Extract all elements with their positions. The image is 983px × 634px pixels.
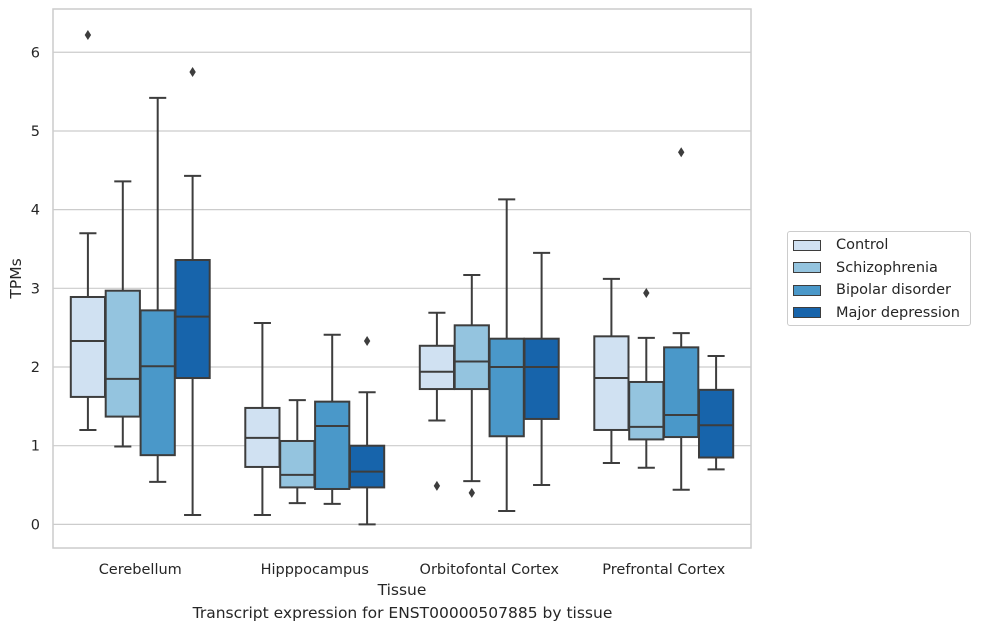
legend: Control Schizophrenia Bipolar disorder M… xyxy=(787,231,971,326)
legend-swatch-major-depression xyxy=(793,307,821,318)
box-cerebellum-control-outlier-0 xyxy=(84,29,92,40)
chart-caption: Transcript expression for ENST0000050788… xyxy=(192,604,613,622)
legend-label-schizophrenia: Schizophrenia xyxy=(836,259,938,276)
box-orbitofontal-cortex-major-depression-body xyxy=(523,337,560,420)
legend-label-major-depression: Major depression xyxy=(836,304,960,321)
y-tick-label-4: 4 xyxy=(31,203,40,219)
box-orbitofontal-cortex-control-body xyxy=(418,344,456,391)
box-cerebellum-bipolar-disorder-body xyxy=(139,309,176,457)
y-tick-label-6: 6 xyxy=(31,45,40,61)
legend-label-control: Control xyxy=(836,237,889,253)
box-orbitofontal-cortex-control-outlier-0 xyxy=(433,480,441,491)
y-tick-label-3: 3 xyxy=(31,281,40,297)
y-tick-label-1: 1 xyxy=(31,439,40,455)
box-orbitofontal-cortex-schizophrenia-body xyxy=(453,324,490,391)
x-axis-label: Tissue xyxy=(377,581,427,599)
box-cerebellum-major-depression-body xyxy=(174,259,211,380)
y-axis-label: TPMs xyxy=(7,258,25,299)
legend-swatch-schizophrenia xyxy=(793,262,821,273)
box-hipppocampus-major-depression-outlier-0 xyxy=(363,336,371,347)
box-hipppocampus-bipolar-disorder-body xyxy=(314,400,351,490)
box-cerebellum-control-body xyxy=(69,295,107,398)
box-prefrontal-cortex-bipolar-disorder-outlier-0 xyxy=(678,147,685,158)
plot-frame xyxy=(52,8,752,549)
x-tick-label-hipppocampus: Hipppocampus xyxy=(261,562,369,578)
legend-item-major-depression: Major depression xyxy=(793,304,960,322)
box-hipppocampus-schizophrenia-body xyxy=(279,439,316,489)
x-tick-label-cerebellum: Cerebellum xyxy=(99,562,182,578)
x-tick-label-orbitofontal-cortex: Orbitofontal Cortex xyxy=(420,562,560,578)
box-orbitofontal-cortex-bipolar-disorder-body xyxy=(488,337,525,438)
box-hipppocampus-major-depression-body xyxy=(348,444,386,489)
box-prefrontal-cortex-schizophrenia-body xyxy=(628,380,665,441)
box-prefrontal-cortex-major-depression-body xyxy=(697,388,735,459)
box-orbitofontal-cortex-schizophrenia-outlier-0 xyxy=(468,487,475,498)
box-prefrontal-cortex-schizophrenia-outlier-0 xyxy=(643,288,650,299)
legend-item-control: Control xyxy=(793,236,888,254)
y-tick-label-2: 2 xyxy=(31,360,40,376)
box-cerebellum-major-depression-outlier-0 xyxy=(189,66,196,77)
box-cerebellum-schizophrenia-body xyxy=(104,289,141,418)
box-prefrontal-cortex-bipolar-disorder-body xyxy=(663,346,700,439)
box-prefrontal-cortex-control-body xyxy=(593,335,630,431)
x-tick-label-prefrontal-cortex: Prefrontal Cortex xyxy=(602,562,725,578)
y-tick-label-5: 5 xyxy=(31,124,40,140)
legend-label-bipolar-disorder: Bipolar disorder xyxy=(836,282,951,298)
legend-swatch-bipolar-disorder xyxy=(793,284,821,296)
legend-swatch-control xyxy=(793,239,821,251)
legend-item-schizophrenia: Schizophrenia xyxy=(793,259,938,277)
legend-item-bipolar-disorder: Bipolar disorder xyxy=(793,281,951,299)
y-tick-label-0: 0 xyxy=(31,517,40,533)
